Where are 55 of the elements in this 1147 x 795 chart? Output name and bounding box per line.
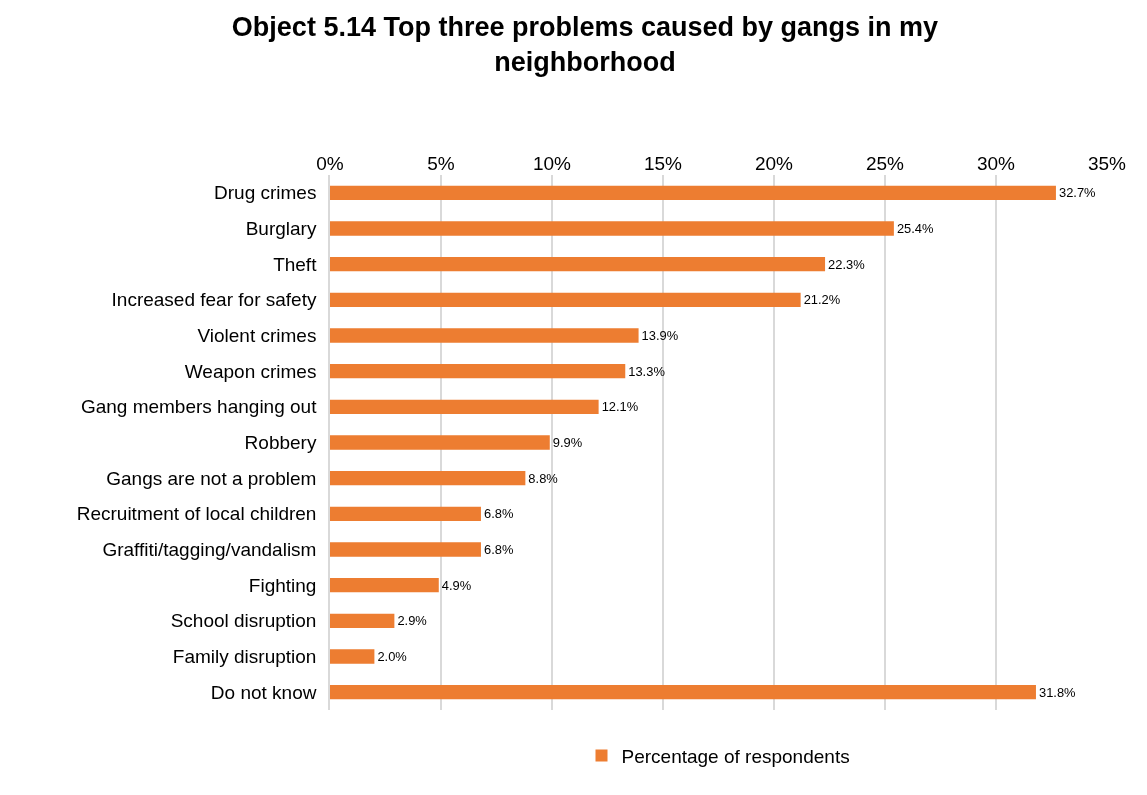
y-tick-label: Burglary	[245, 218, 317, 240]
data-label: 31.8%	[1038, 684, 1077, 700]
data-label: 2.9%	[397, 613, 428, 629]
data-label: 12.1%	[601, 399, 639, 415]
bar	[330, 471, 526, 486]
bar	[330, 578, 439, 593]
data-label: 6.8%	[483, 541, 514, 557]
bar	[330, 364, 626, 379]
bar	[330, 435, 550, 450]
y-tick-label: School disruption	[170, 610, 317, 632]
y-tick-label: Robbery	[244, 432, 317, 454]
y-tick-label: Increased fear for safety	[111, 289, 317, 311]
data-label: 9.9%	[552, 434, 583, 450]
y-tick-label: Theft	[273, 253, 318, 275]
chart-title: Object 5.14 Top three problems caused by gangs in my neighborhood	[231, 11, 939, 77]
y-tick-label: Graffiti/tagging/vandalism	[102, 539, 317, 561]
bar	[330, 649, 375, 664]
data-label: 13.3%	[628, 363, 666, 379]
bar	[330, 613, 395, 628]
x-tick-label: 10%	[532, 153, 572, 175]
y-tick-label: Drug crimes	[214, 182, 317, 204]
bar	[330, 292, 801, 307]
y-tick-label: Weapon crimes	[184, 360, 317, 382]
x-tick-label: 30%	[976, 153, 1016, 175]
y-tick-label: Violent crimes	[197, 325, 317, 347]
y-tick-label: Do not know	[210, 681, 317, 703]
data-label: 21.2%	[803, 292, 841, 308]
data-label: 13.9%	[641, 327, 679, 343]
y-tick-label: Recruitment of local children	[76, 503, 317, 525]
data-label: 6.8%	[483, 506, 514, 522]
x-tick-label: 35%	[1087, 153, 1127, 175]
data-label: 2.0%	[377, 648, 407, 664]
bar	[330, 185, 1056, 200]
data-label: 8.8%	[528, 470, 559, 486]
x-tick-label: 20%	[754, 153, 794, 175]
y-tick-label: Family disruption	[172, 646, 317, 668]
y-tick-label: Fighting	[248, 574, 317, 596]
y-tick-label: Gangs are not a problem	[106, 467, 317, 489]
x-tick-label: 5%	[427, 153, 455, 175]
x-tick-label: 0%	[316, 153, 344, 175]
data-label: 4.9%	[441, 577, 472, 593]
y-tick-label: Gang members hanging out	[80, 396, 318, 418]
bar	[330, 542, 481, 557]
data-label: 22.3%	[828, 256, 866, 272]
bar	[330, 221, 894, 236]
bar	[330, 685, 1036, 700]
legend-label: Percentage of respondents	[621, 746, 850, 768]
data-label: 25.4%	[896, 220, 934, 236]
x-tick-label: 15%	[643, 153, 683, 175]
bar	[330, 328, 639, 343]
bar	[330, 506, 481, 521]
bar	[330, 399, 599, 414]
data-label: 32.7%	[1058, 185, 1097, 201]
x-tick-label: 25%	[865, 153, 905, 175]
bar	[330, 257, 826, 272]
